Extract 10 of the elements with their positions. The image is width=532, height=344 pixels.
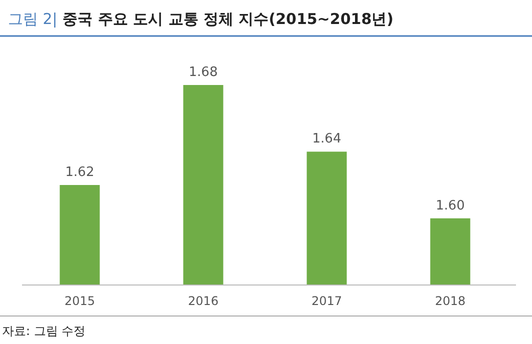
x-tick-label: 2016 (188, 294, 219, 308)
x-tick-label: 2018 (434, 294, 466, 308)
data-label: 1.68 (188, 65, 218, 80)
text: 자료: 그림 수정 (2, 324, 86, 338)
data-label: 1.64 (312, 132, 342, 147)
x-tick-label: 2017 (311, 294, 342, 308)
x-tick-label: 2015 (64, 294, 96, 308)
title: 그림 2| 중국 주요 도시 교통 정체 지수(2015~2018년) (8, 10, 394, 28)
data-label: 1.62 (65, 165, 94, 180)
data-label: 1.60 (436, 198, 465, 214)
